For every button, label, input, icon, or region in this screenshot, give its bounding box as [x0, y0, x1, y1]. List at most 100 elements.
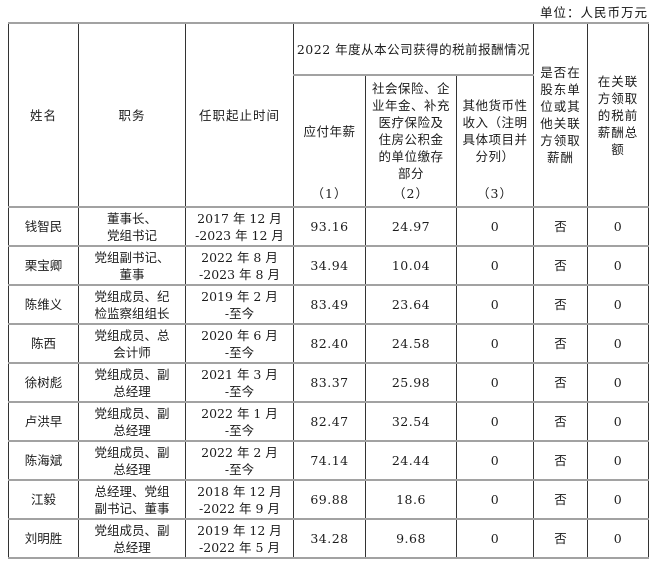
cell-shareholder-pay: 否	[533, 518, 589, 559]
cell-salary: 83.37	[293, 362, 366, 403]
compensation-table: 姓名 职务 任职起止时间 2022 年度从本公司获得的税前报酬情况 是否在 股东…	[8, 22, 650, 559]
table-row: 徐树彪 党组成员、副 总经理 2021 年 3 月 -至今 83.37 25.9…	[8, 362, 650, 403]
cell-name: 栗宝卿	[8, 245, 79, 286]
cell-insurance: 9.68	[365, 518, 457, 559]
cell-other-income: 0	[455, 245, 535, 286]
cell-other-income: 0	[455, 323, 535, 364]
cell-term: 2020 年 6 月 -至今	[185, 323, 294, 364]
cell-shareholder-pay: 否	[533, 479, 589, 520]
cell-term: 2021 年 3 月 -至今	[185, 362, 294, 403]
header-other-income: 其他货币性 收入（注明 具体项目并 分列） （3）	[455, 74, 535, 208]
header-row-sub: 应付年薪 （1） 社会保险、企 业年金、补充 医疗保险及 住房公积金 的单位缴存…	[9, 74, 649, 208]
cell-related-party-pay: 0	[587, 440, 650, 481]
cell-other-income: 0	[455, 362, 535, 403]
cell-related-party-pay: 0	[587, 362, 650, 403]
cell-insurance: 25.98	[365, 362, 457, 403]
table-body: 钱智民 董事长、 党组书记 2017 年 12 月 -2023 年 12 月 9…	[8, 206, 650, 559]
cell-position: 党组副书记、 董事	[78, 245, 186, 286]
cell-position: 党组成员、总 会计师	[78, 323, 186, 364]
header-other-income-number: （3）	[477, 186, 513, 201]
header-salary-label: 应付年薪	[303, 123, 356, 139]
cell-name: 江毅	[8, 479, 79, 520]
cell-insurance: 24.58	[365, 323, 457, 364]
cell-insurance: 24.44	[365, 440, 457, 481]
cell-salary: 74.14	[293, 440, 366, 481]
cell-shareholder-pay: 否	[533, 362, 589, 403]
cell-position: 党组成员、纪 检监察组组长	[78, 284, 186, 325]
cell-name: 卢洪早	[8, 401, 79, 442]
cell-term: 2018 年 12 月 -2022 年 9 月	[185, 479, 294, 520]
cell-name: 钱智民	[8, 206, 79, 247]
table-row: 钱智民 董事长、 党组书记 2017 年 12 月 -2023 年 12 月 9…	[8, 206, 650, 247]
header-insurance-label: 社会保险、企 业年金、补充 医疗保险及 住房公积金 的单位缴存 部分	[371, 81, 450, 181]
table-row: 栗宝卿 党组副书记、 董事 2022 年 8 月 -2023 年 8 月 34.…	[8, 245, 650, 286]
header-position: 职务	[78, 22, 186, 208]
cell-salary: 93.16	[293, 206, 366, 247]
cell-term: 2017 年 12 月 -2023 年 12 月	[185, 206, 294, 247]
table-row: 陈海斌 党组成员、副 总经理 2022 年 2 月 -至今 74.14 24.4…	[8, 440, 650, 481]
cell-position: 党组成员、副 总经理	[78, 518, 186, 559]
cell-other-income: 0	[455, 401, 535, 442]
header-related-party-pay: 在关联 方领取 的税前 薪酬总 额	[587, 22, 650, 208]
cell-salary: 69.88	[293, 479, 366, 520]
cell-position: 党组成员、副 总经理	[78, 401, 186, 442]
cell-salary: 34.94	[293, 245, 366, 286]
cell-term: 2019 年 2 月 -至今	[185, 284, 294, 325]
header-other-income-label: 其他货币性 收入（注明 具体项目并 分列）	[462, 98, 528, 164]
header-shareholder-pay: 是否在 股东单 位或其 他关联 方领取 薪酬	[533, 22, 589, 208]
cell-insurance: 10.04	[365, 245, 457, 286]
table-row: 陈西 党组成员、总 会计师 2020 年 6 月 -至今 82.40 24.58…	[8, 323, 650, 364]
header-name: 姓名	[8, 22, 79, 208]
cell-shareholder-pay: 否	[533, 206, 589, 247]
cell-term: 2022 年 2 月 -至今	[185, 440, 294, 481]
cell-related-party-pay: 0	[587, 401, 650, 442]
header-salary-number: （1）	[311, 186, 348, 201]
header-compensation-group: 2022 年度从本公司获得的税前报酬情况	[292, 22, 535, 76]
cell-other-income: 0	[455, 440, 535, 481]
cell-name: 刘明胜	[8, 518, 79, 559]
cell-shareholder-pay: 否	[533, 284, 589, 325]
cell-insurance: 24.97	[365, 206, 457, 247]
table-row: 江毅 总经理、党组 副书记、董事 2018 年 12 月 -2022 年 9 月…	[8, 479, 650, 520]
cell-salary: 82.47	[293, 401, 366, 442]
cell-related-party-pay: 0	[587, 284, 650, 325]
header-row-top: 姓名 职务 任职起止时间 2022 年度从本公司获得的税前报酬情况 是否在 股东…	[8, 22, 650, 208]
cell-related-party-pay: 0	[587, 245, 650, 286]
cell-name: 陈海斌	[8, 440, 79, 481]
table-row: 刘明胜 党组成员、副 总经理 2019 年 12 月 -2022 年 5 月 3…	[8, 518, 650, 559]
cell-position: 总经理、党组 副书记、董事	[78, 479, 186, 520]
cell-position: 党组成员、副 总经理	[78, 440, 186, 481]
cell-shareholder-pay: 否	[533, 245, 589, 286]
cell-related-party-pay: 0	[587, 479, 650, 520]
cell-term: 2022 年 8 月 -2023 年 8 月	[185, 245, 294, 286]
table-row: 陈维义 党组成员、纪 检监察组组长 2019 年 2 月 -至今 83.49 2…	[8, 284, 650, 325]
cell-salary: 34.28	[293, 518, 366, 559]
cell-other-income: 0	[455, 284, 535, 325]
cell-other-income: 0	[455, 479, 535, 520]
header-insurance-number: （2）	[393, 186, 429, 201]
unit-label: 单位：人民币万元	[539, 5, 648, 20]
cell-salary: 83.49	[293, 284, 366, 325]
cell-related-party-pay: 0	[587, 206, 650, 247]
header-salary: 应付年薪 （1）	[293, 74, 366, 208]
cell-shareholder-pay: 否	[533, 440, 589, 481]
cell-other-income: 0	[455, 206, 535, 247]
cell-insurance: 18.6	[365, 479, 457, 520]
cell-name: 徐树彪	[8, 362, 79, 403]
cell-shareholder-pay: 否	[533, 323, 589, 364]
cell-related-party-pay: 0	[587, 323, 650, 364]
cell-name: 陈西	[8, 323, 79, 364]
cell-insurance: 23.64	[365, 284, 457, 325]
cell-position: 党组成员、副 总经理	[78, 362, 186, 403]
table-row: 卢洪早 党组成员、副 总经理 2022 年 1 月 -至今 82.47 32.5…	[8, 401, 650, 442]
cell-related-party-pay: 0	[587, 518, 650, 559]
header-term: 任职起止时间	[185, 22, 294, 208]
cell-salary: 82.40	[293, 323, 366, 364]
cell-position: 董事长、 党组书记	[78, 206, 186, 247]
cell-shareholder-pay: 否	[533, 401, 589, 442]
cell-other-income: 0	[455, 518, 535, 559]
cell-term: 2019 年 12 月 -2022 年 5 月	[185, 518, 294, 559]
cell-insurance: 32.54	[365, 401, 457, 442]
cell-name: 陈维义	[8, 284, 79, 325]
